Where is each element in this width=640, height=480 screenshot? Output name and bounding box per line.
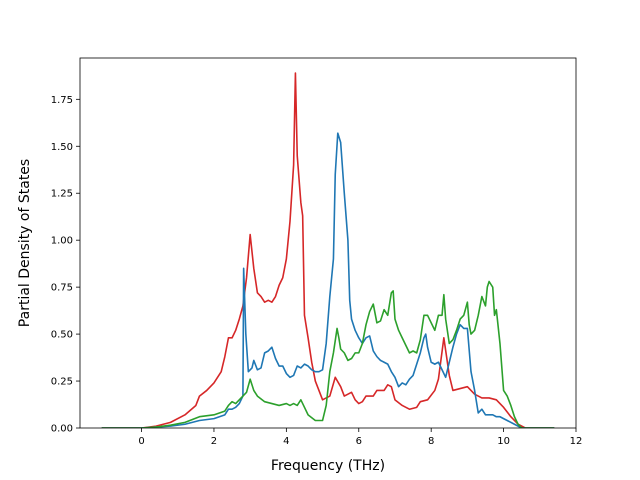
- x-tick-label: 0: [138, 436, 144, 447]
- x-tick-label: 12: [570, 436, 583, 447]
- x-tick-label: 6: [356, 436, 362, 447]
- y-axis-label: Partial Density of States: [17, 159, 33, 327]
- axes-frame: [79, 57, 577, 429]
- series-line-2: [101, 132, 555, 428]
- x-axis-label: Frequency (THz): [271, 458, 385, 474]
- x-tick-label: 4: [283, 436, 289, 447]
- y-tick-label: 0.75: [51, 283, 73, 294]
- series-layer: [101, 72, 555, 428]
- series-line-1: [101, 72, 555, 428]
- y-tick-label: 0.50: [51, 330, 73, 341]
- x-tick-label: 10: [497, 436, 510, 447]
- plot-area: [101, 72, 555, 428]
- x-axis-ticks: 0 2 4 6 8 10 12: [138, 428, 582, 447]
- y-axis-ticks: 0.00 0.25 0.50 0.75 1.00 1.25 1.50 1.75: [51, 95, 80, 435]
- series-line-3: [101, 280, 555, 428]
- y-tick-label: 0.25: [51, 377, 73, 388]
- x-tick-label: 2: [211, 436, 217, 447]
- y-tick-label: 1.00: [51, 236, 73, 247]
- y-tick-label: 0.00: [51, 424, 73, 435]
- x-tick-label: 8: [428, 436, 434, 447]
- y-tick-label: 1.25: [51, 189, 73, 200]
- y-tick-label: 1.50: [51, 142, 73, 153]
- y-tick-label: 1.75: [51, 95, 73, 106]
